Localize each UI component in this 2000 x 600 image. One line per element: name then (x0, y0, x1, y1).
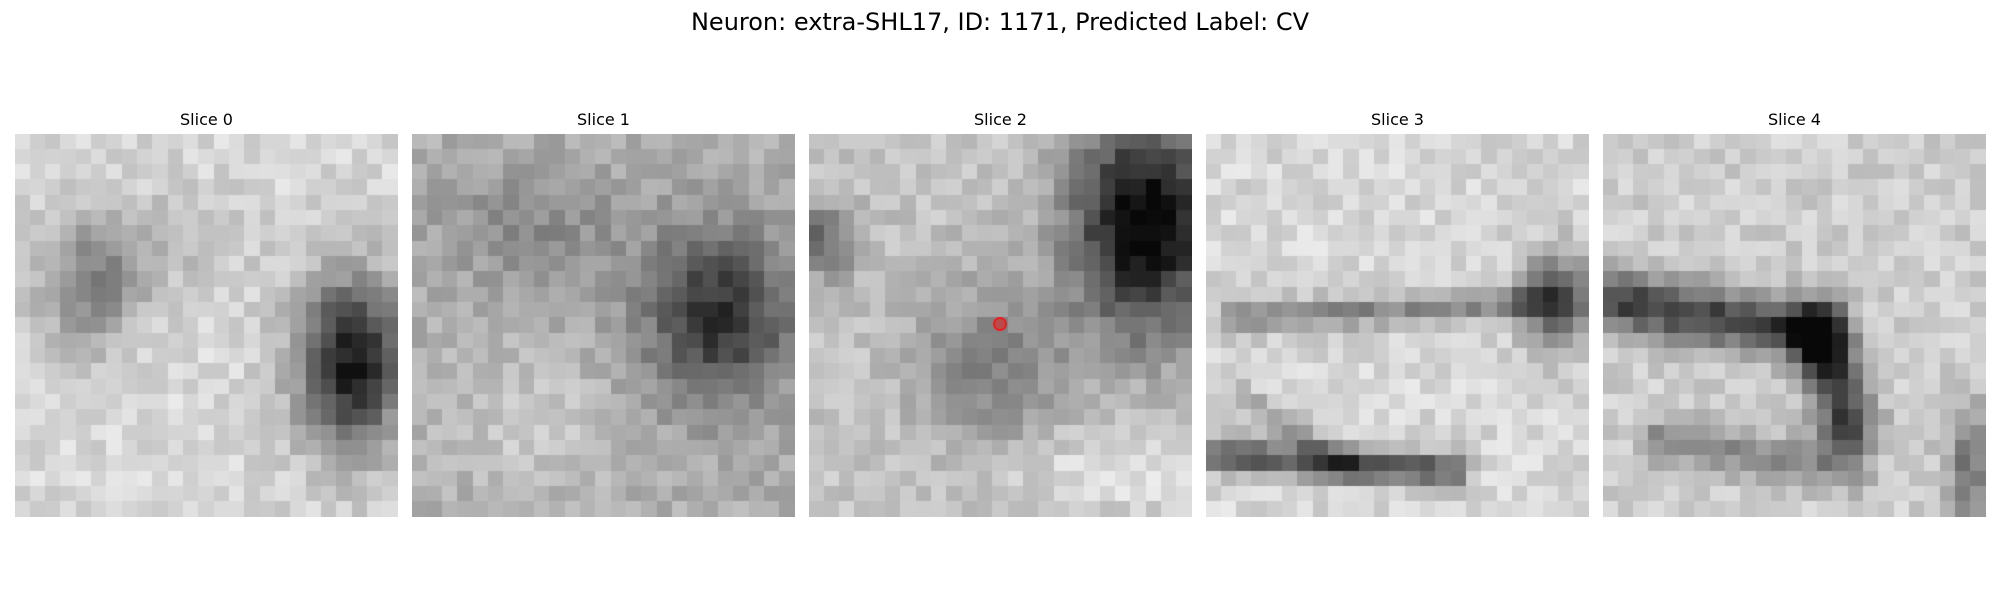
slice-title: Slice 2 (974, 110, 1027, 129)
center-point-marker (993, 317, 1007, 331)
slice-title: Slice 3 (1371, 110, 1424, 129)
slice-panel-4: Slice 4 (1603, 108, 1986, 517)
figure-title: Neuron: extra-SHL17, ID: 1171, Predicted… (690, 8, 1310, 36)
slice-image (1603, 134, 1986, 517)
slice-panel-0: Slice 0 (15, 108, 398, 517)
slice-title: Slice 1 (577, 110, 630, 129)
slice-panel-3: Slice 3 (1206, 108, 1589, 517)
slice-image (1206, 134, 1589, 517)
slice-title: Slice 0 (180, 110, 233, 129)
slice-panel-1: Slice 1 (412, 108, 795, 517)
slice-title: Slice 4 (1768, 110, 1821, 129)
slice-image (412, 134, 795, 517)
slice-panel-2: Slice 2 (809, 108, 1192, 517)
slice-image (15, 134, 398, 517)
